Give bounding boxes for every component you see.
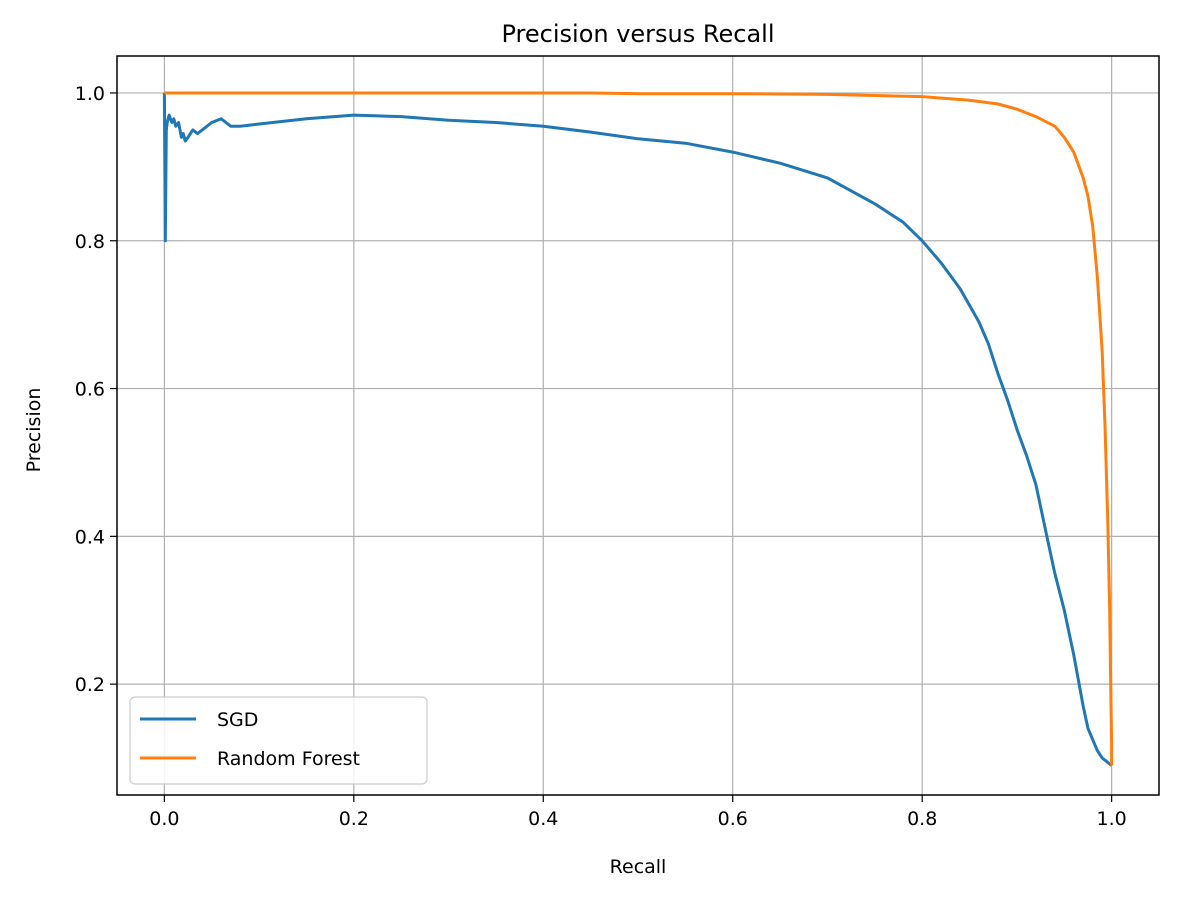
series-line-sgd [162,92,1113,767]
axis-ticks: 0.0 0.2 0.4 0.6 0.8 1.0 0.2 0.4 0.6 0.8 1.0 [75,83,1127,830]
x-tick-label: 0.6 [718,808,748,830]
x-tick-label: 0.2 [339,808,369,830]
legend-box [129,696,428,785]
chart-title: Precision versus Recall [502,20,775,48]
y-tick-label: 0.2 [75,674,105,696]
y-tick-label: 1.0 [75,83,105,105]
series-lines [162,91,1114,767]
x-tick-label: 1.0 [1097,808,1127,830]
series-line-random-forest [164,91,1114,766]
y-tick-label: 0.6 [75,379,105,401]
x-tick-label: 0.4 [528,808,558,830]
y-tick-label: 0.4 [75,526,105,548]
x-tick-label: 0.0 [149,808,179,830]
x-tick-label: 0.8 [907,808,937,830]
x-axis-label: Recall [610,856,667,878]
plot-frame [116,55,1160,796]
legend-label-random-forest: Random Forest [217,748,360,770]
y-axis-label: Precision [23,388,45,473]
y-tick-label: 0.8 [75,231,105,253]
legend: SGD Random Forest [129,696,428,785]
legend-label-sgd: SGD [217,709,258,731]
